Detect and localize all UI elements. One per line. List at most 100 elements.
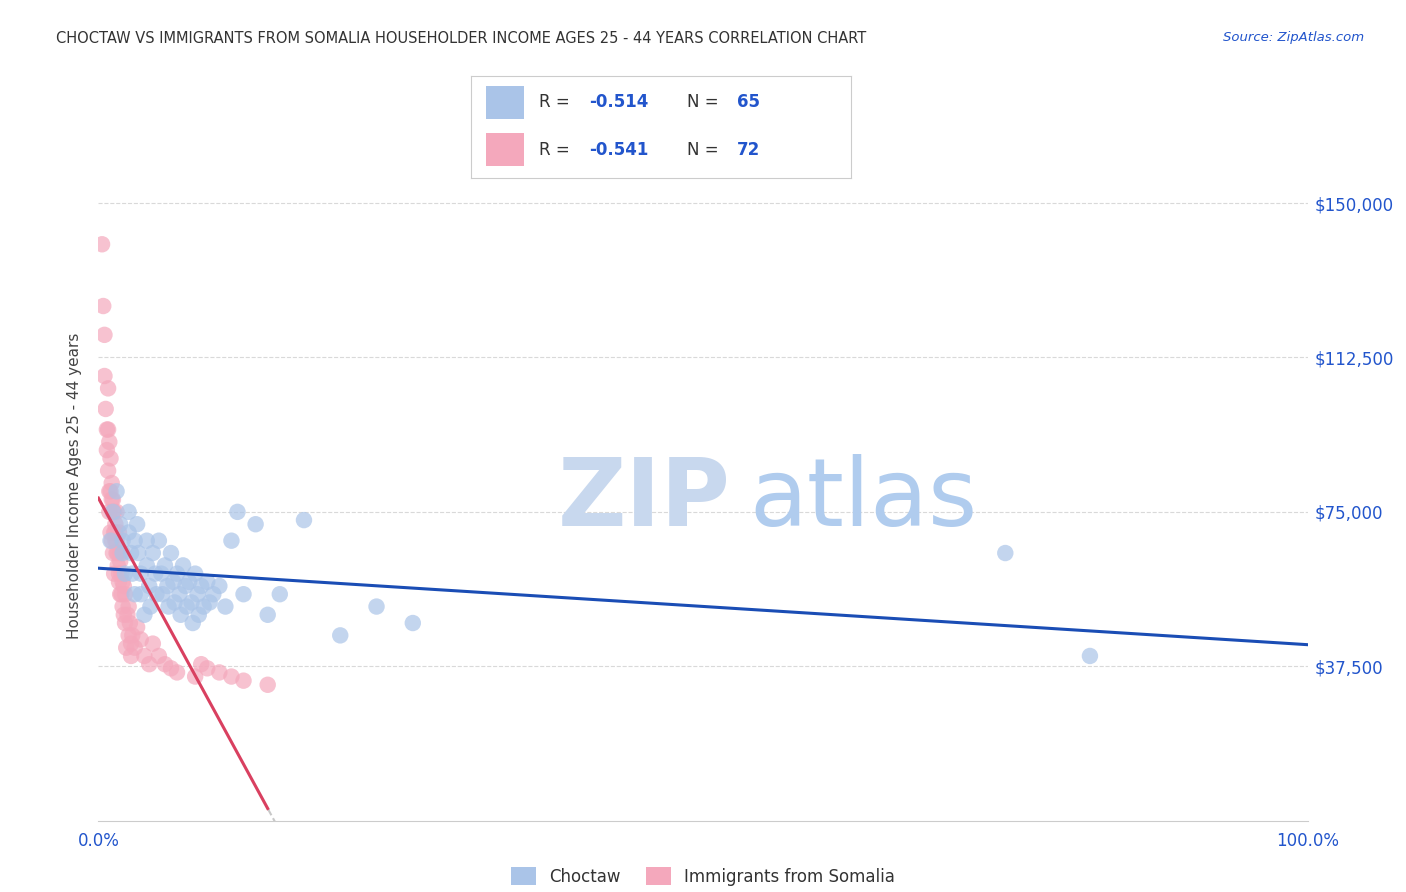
- Point: [160, 661, 183, 675]
- Point: [103, 566, 125, 581]
- Point: [96, 423, 118, 437]
- Point: [118, 599, 141, 614]
- Point: [256, 678, 278, 692]
- Point: [100, 525, 122, 540]
- Text: N =: N =: [688, 94, 724, 112]
- Point: [134, 607, 156, 622]
- Point: [94, 401, 117, 416]
- Point: [184, 566, 207, 581]
- Text: -0.541: -0.541: [589, 141, 648, 159]
- Point: [118, 525, 141, 540]
- Point: [129, 566, 152, 581]
- Point: [190, 657, 212, 672]
- Point: [232, 587, 254, 601]
- Point: [111, 533, 134, 548]
- Point: [148, 533, 170, 548]
- Point: [104, 533, 127, 548]
- Point: [96, 443, 118, 458]
- Point: [100, 533, 122, 548]
- Point: [208, 665, 231, 680]
- Point: [214, 599, 236, 614]
- Point: [162, 574, 184, 589]
- Point: [100, 476, 122, 491]
- Point: [193, 599, 215, 614]
- Point: [129, 632, 152, 647]
- Point: [190, 579, 212, 593]
- Point: [153, 657, 176, 672]
- Point: [105, 505, 128, 519]
- Point: [180, 595, 202, 609]
- Point: [108, 574, 131, 589]
- Point: [138, 657, 160, 672]
- Point: [114, 587, 136, 601]
- Point: [142, 546, 165, 560]
- Point: [93, 327, 115, 342]
- Point: [112, 607, 135, 622]
- Point: [150, 566, 173, 581]
- Y-axis label: Householder Income Ages 25 - 44 years: Householder Income Ages 25 - 44 years: [67, 333, 83, 640]
- Point: [187, 607, 209, 622]
- Point: [127, 517, 149, 532]
- Point: [111, 599, 134, 614]
- Point: [226, 505, 249, 519]
- Point: [202, 587, 225, 601]
- Point: [100, 451, 122, 466]
- Point: [152, 587, 174, 601]
- Point: [107, 558, 129, 573]
- Point: [157, 599, 180, 614]
- Point: [93, 369, 115, 384]
- Point: [134, 648, 156, 663]
- Point: [142, 637, 165, 651]
- Text: ZIP: ZIP: [558, 453, 731, 546]
- Point: [108, 587, 131, 601]
- Point: [120, 546, 142, 560]
- Text: R =: R =: [540, 141, 575, 159]
- Point: [366, 599, 388, 614]
- Point: [105, 546, 128, 560]
- Point: [101, 505, 124, 519]
- Point: [166, 665, 188, 680]
- Point: [174, 579, 197, 593]
- Point: [181, 615, 204, 630]
- Text: N =: N =: [688, 141, 724, 159]
- Point: [97, 423, 120, 437]
- Point: [104, 525, 127, 540]
- Bar: [486, 87, 524, 119]
- Point: [121, 566, 143, 581]
- Point: [105, 533, 128, 548]
- Point: [138, 579, 160, 593]
- Point: [169, 607, 191, 622]
- Point: [103, 525, 125, 540]
- Point: [163, 595, 186, 609]
- Point: [111, 546, 134, 560]
- Point: [114, 615, 136, 630]
- Point: [124, 533, 146, 548]
- Point: [91, 237, 114, 252]
- Point: [105, 484, 128, 499]
- Point: [100, 492, 122, 507]
- Point: [145, 587, 167, 601]
- Point: [115, 640, 138, 655]
- Point: [195, 574, 218, 589]
- Point: [108, 546, 131, 560]
- Text: atlas: atlas: [749, 453, 977, 546]
- Point: [292, 513, 315, 527]
- Point: [117, 607, 139, 622]
- Point: [187, 587, 209, 601]
- Point: [107, 546, 129, 560]
- Text: 65: 65: [737, 94, 759, 112]
- Point: [143, 566, 166, 581]
- Point: [120, 648, 142, 663]
- Point: [120, 637, 142, 651]
- Point: [135, 533, 157, 548]
- Point: [221, 533, 243, 548]
- Text: Source: ZipAtlas.com: Source: ZipAtlas.com: [1223, 31, 1364, 45]
- Point: [97, 464, 120, 478]
- Point: [124, 587, 146, 601]
- Point: [172, 558, 194, 573]
- Point: [97, 381, 120, 395]
- Text: -0.514: -0.514: [589, 94, 648, 112]
- Point: [329, 628, 352, 642]
- Point: [118, 628, 141, 642]
- Point: [402, 615, 425, 630]
